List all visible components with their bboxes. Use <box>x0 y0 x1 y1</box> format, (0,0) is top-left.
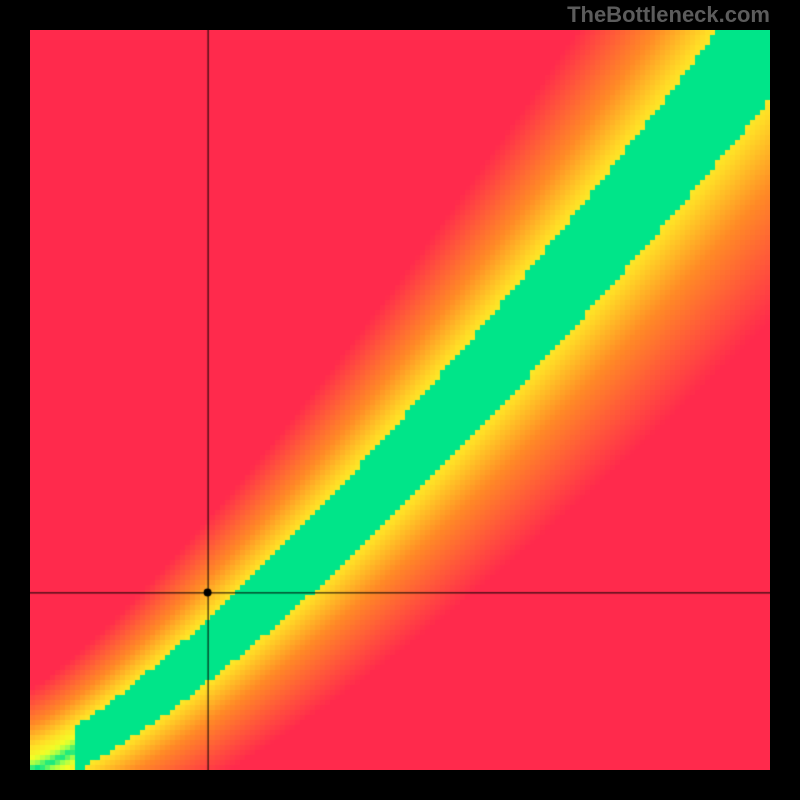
watermark-text: TheBottleneck.com <box>567 2 770 28</box>
bottleneck-heatmap <box>30 30 770 770</box>
